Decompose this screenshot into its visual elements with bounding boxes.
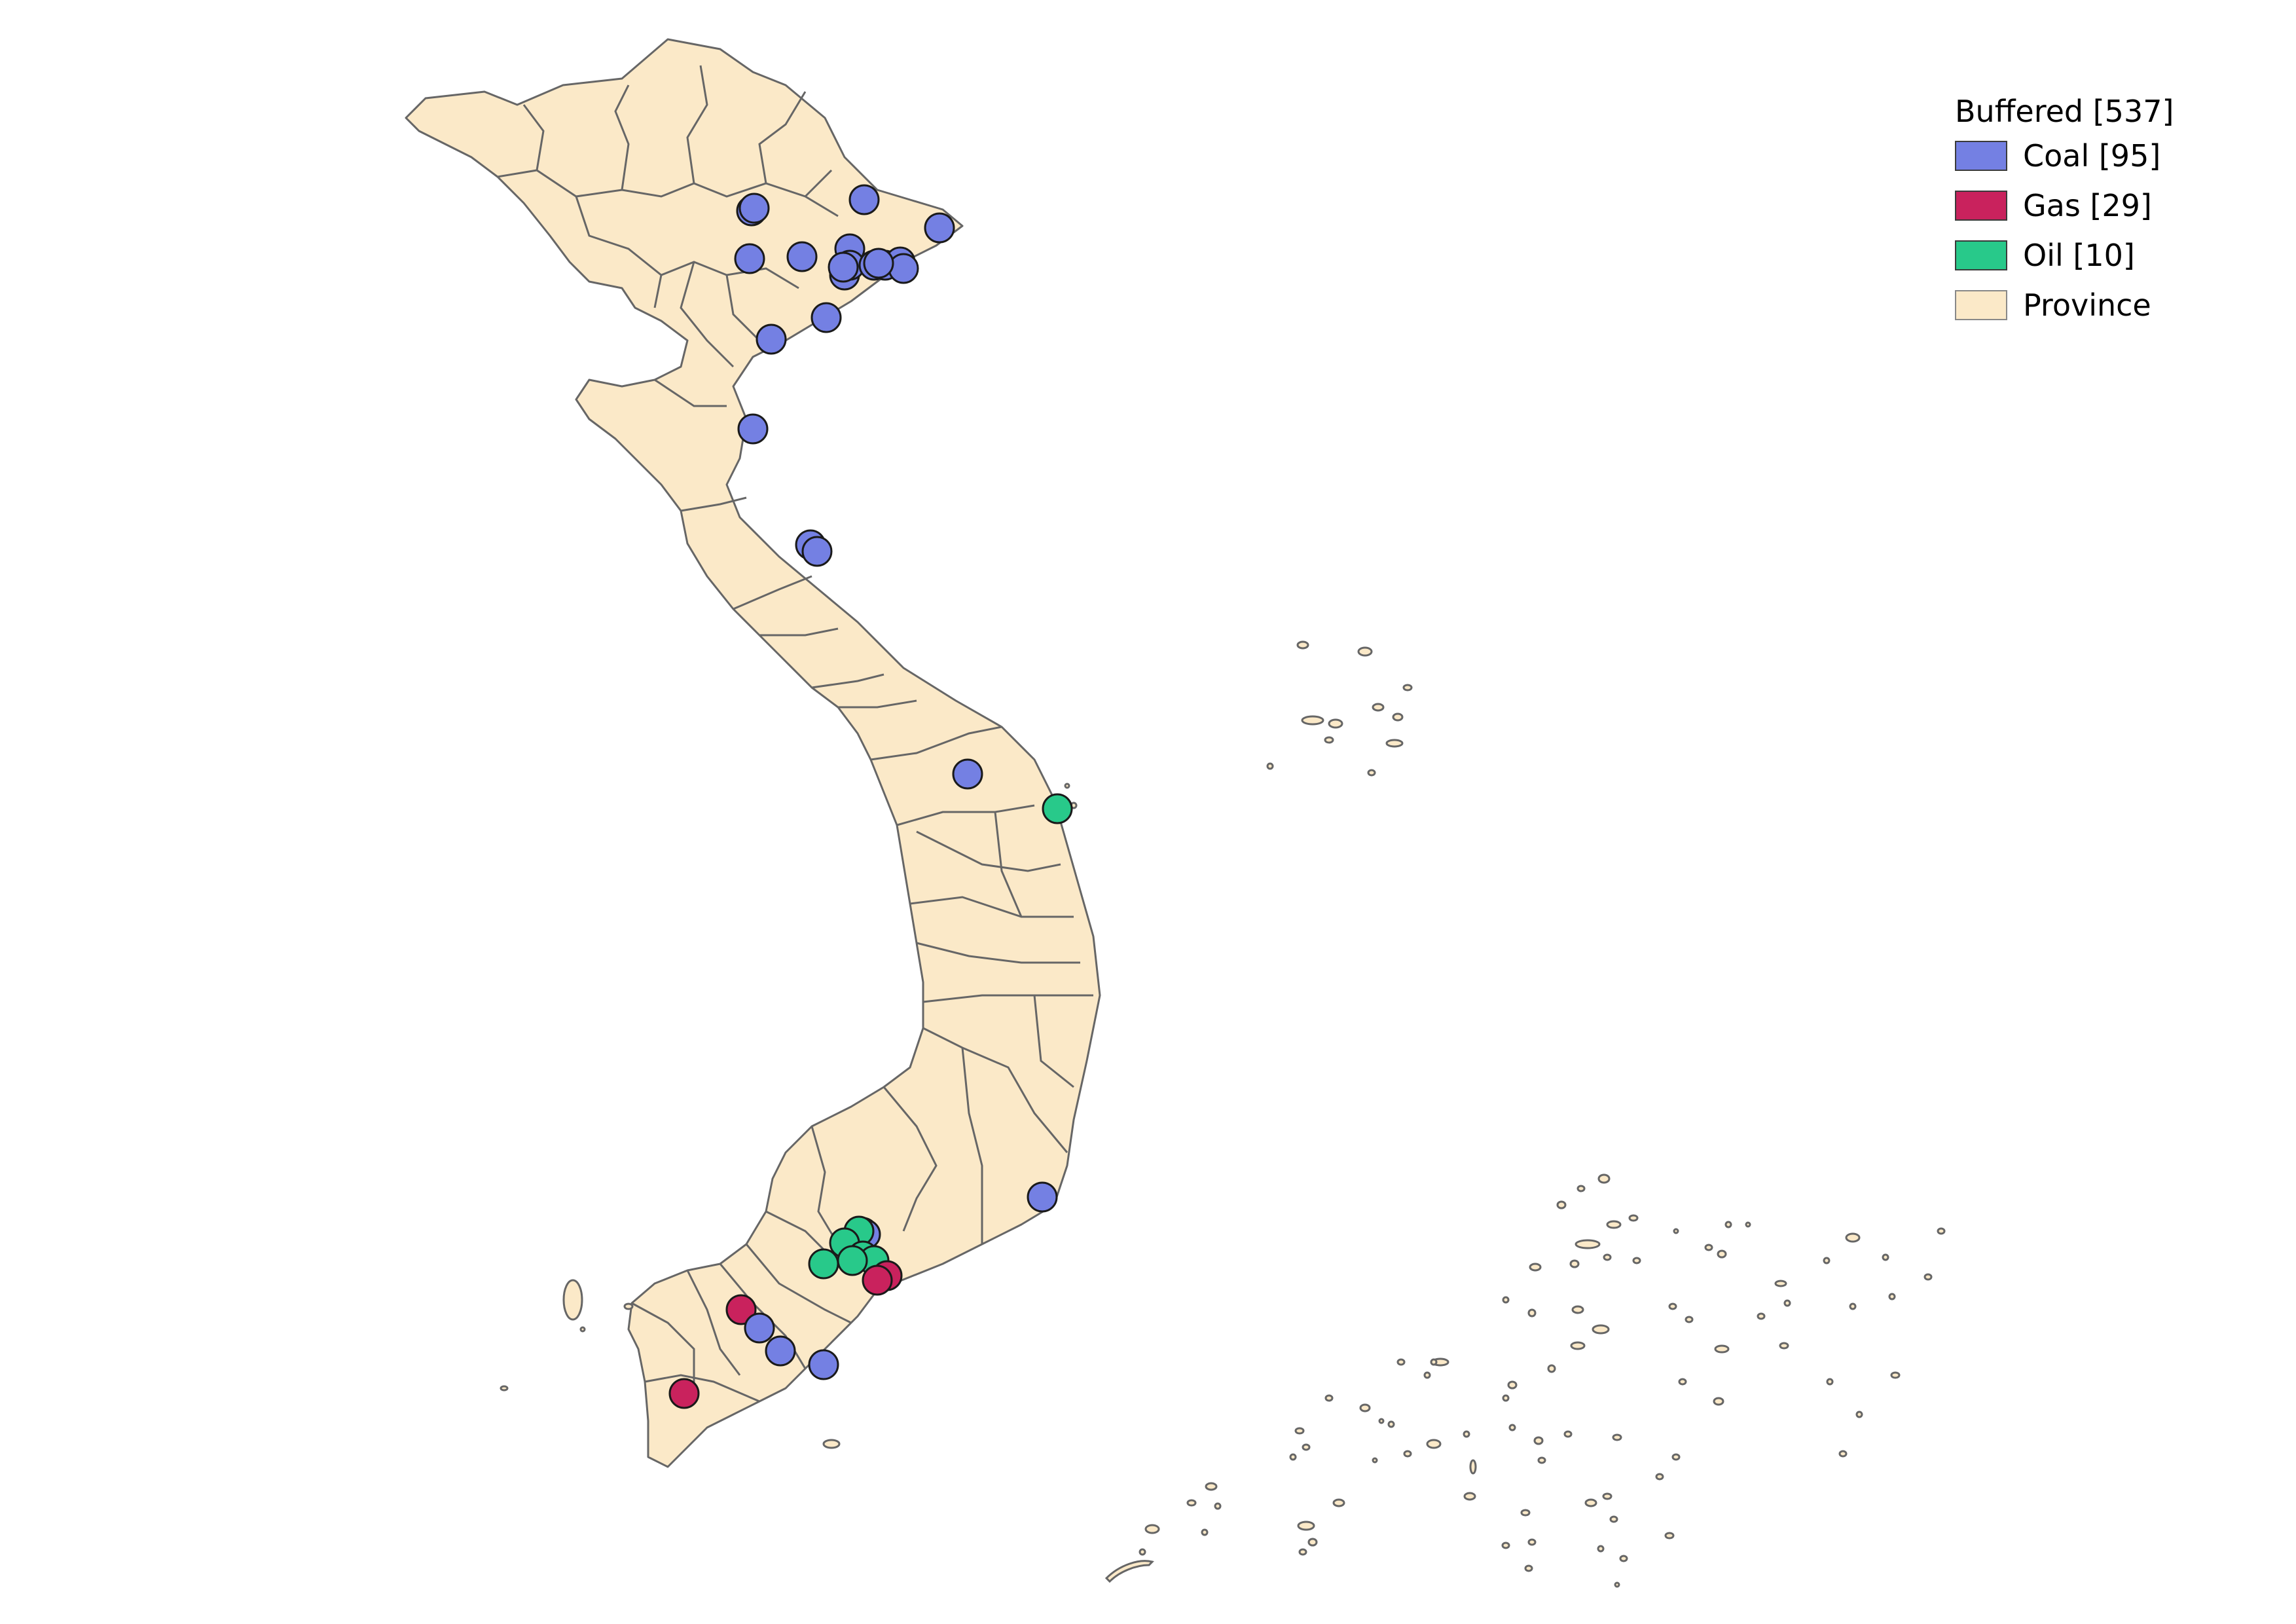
coal-plant-marker [801, 536, 833, 567]
legend-label-province: Province [2023, 287, 2151, 323]
gas-plant-marker [725, 1294, 757, 1325]
coal-plant-marker [744, 1312, 775, 1344]
coal-plant-marker [765, 1335, 796, 1367]
coal-plant-marker [952, 758, 983, 790]
legend-label-gas: Gas [29] [2023, 188, 2152, 223]
province-borders [497, 65, 1093, 1403]
oil-swatch [1955, 240, 2007, 270]
gas-plant-marker [668, 1378, 700, 1409]
legend-label-oil: Oil [10] [2023, 238, 2135, 273]
coal-plant-marker [734, 243, 765, 274]
coal-plant-marker [737, 413, 769, 445]
legend-item-coal: Coal [95] [1955, 131, 2174, 181]
coal-plant-marker [848, 184, 880, 215]
legend-item-oil: Oil [10] [1955, 231, 2174, 280]
coal-plant-marker [738, 193, 770, 224]
oil-plant-marker [837, 1245, 868, 1276]
coal-plant-marker [924, 212, 955, 244]
oil-plant-marker [808, 1248, 839, 1280]
coal-plant-marker [888, 253, 919, 284]
coal-plant-marker [828, 251, 859, 283]
coal-plant-marker [786, 241, 818, 272]
gas-plant-marker [862, 1264, 893, 1296]
coal-swatch [1955, 141, 2007, 171]
oil-plant-marker [1042, 793, 1073, 824]
legend: Buffered [537] Coal [95] Gas [29] Oil [1… [1955, 92, 2174, 330]
legend-label-coal: Coal [95] [2023, 138, 2161, 174]
legend-item-gas: Gas [29] [1955, 181, 2174, 231]
gas-swatch [1955, 191, 2007, 221]
coal-plant-marker [808, 1349, 839, 1380]
coal-plant-marker [811, 302, 842, 333]
power-plant-markers [668, 184, 1073, 1409]
coal-plant-marker [863, 248, 894, 279]
legend-title: Buffered [537] [1955, 94, 2174, 129]
legend-item-province: Province [1955, 280, 2174, 330]
offshore-islands [500, 640, 1946, 1588]
coal-plant-marker [1027, 1181, 1058, 1213]
province-swatch [1955, 290, 2007, 320]
coal-plant-marker [756, 323, 787, 355]
